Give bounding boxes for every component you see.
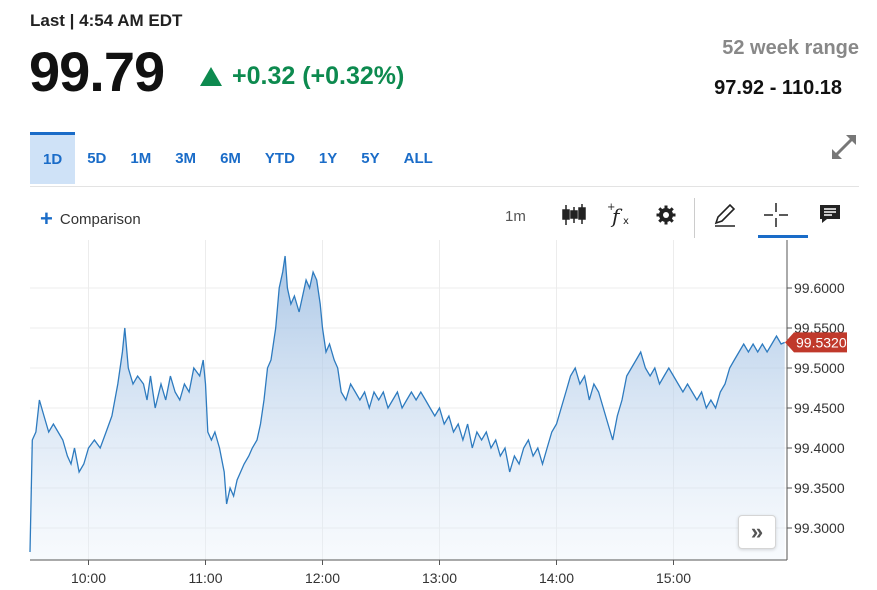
x-tick-label: 12:00 — [305, 570, 340, 586]
svg-text:f: f — [610, 204, 623, 228]
x-tick-label: 14:00 — [539, 570, 574, 586]
pencil-icon[interactable] — [712, 202, 738, 233]
comparison-button[interactable]: + Comparison — [40, 208, 141, 230]
plus-icon: + — [40, 208, 53, 230]
y-tick-label: 99.5000 — [794, 360, 845, 376]
price-change: +0.32 (+0.32%) — [200, 62, 404, 91]
double-chevron-right-icon: » — [751, 519, 763, 545]
last-price: 99.79 — [29, 44, 164, 100]
x-tick-label: 10:00 — [71, 570, 106, 586]
time-range-tabs: 1D 5D 1M 3M 6M YTD 1Y 5Y ALL — [30, 132, 445, 184]
crosshair-icon[interactable] — [763, 202, 789, 233]
week52-range-label: 52 week range — [722, 37, 859, 60]
up-arrow-icon — [200, 67, 222, 86]
svg-text:x: x — [623, 216, 629, 227]
active-tool-indicator — [758, 235, 808, 238]
toolbar-separator — [694, 198, 695, 238]
tab-5d[interactable]: 5D — [75, 132, 118, 184]
tab-1m[interactable]: 1M — [118, 132, 163, 184]
tab-1d[interactable]: 1D — [30, 132, 75, 184]
comparison-label: Comparison — [60, 211, 141, 228]
tabs-divider — [30, 186, 859, 187]
function-icon[interactable]: + f x — [607, 202, 633, 233]
tab-all[interactable]: ALL — [392, 132, 445, 184]
x-tick-label: 13:00 — [422, 570, 457, 586]
last-value-label: 99.5320 — [796, 334, 847, 350]
price-change-value: +0.32 (+0.32%) — [232, 62, 404, 91]
last-update-label: Last | 4:54 AM EDT — [30, 11, 182, 31]
comment-icon[interactable] — [818, 202, 842, 231]
interval-selector[interactable]: 1m — [505, 208, 526, 225]
candlestick-icon[interactable] — [561, 202, 587, 233]
y-tick-label: 99.6000 — [794, 280, 845, 296]
y-tick-label: 99.4500 — [794, 400, 845, 416]
price-area — [30, 256, 785, 560]
y-tick-label: 99.3500 — [794, 480, 845, 496]
settings-icon[interactable] — [654, 202, 678, 233]
x-tick-label: 15:00 — [656, 570, 691, 586]
y-tick-label: 99.4000 — [794, 440, 845, 456]
y-tick-label: 99.3000 — [794, 520, 845, 536]
tab-6m[interactable]: 6M — [208, 132, 253, 184]
expand-icon[interactable] — [828, 131, 860, 168]
tab-3m[interactable]: 3M — [163, 132, 208, 184]
tab-1y[interactable]: 1Y — [307, 132, 349, 184]
last-value-badge: 99.5320 — [785, 332, 847, 352]
tab-ytd[interactable]: YTD — [253, 132, 307, 184]
week52-range-value: 97.92 - 110.18 — [714, 77, 842, 100]
tab-5y[interactable]: 5Y — [349, 132, 391, 184]
scroll-right-button[interactable]: » — [738, 515, 776, 549]
x-tick-label: 11:00 — [189, 570, 223, 586]
